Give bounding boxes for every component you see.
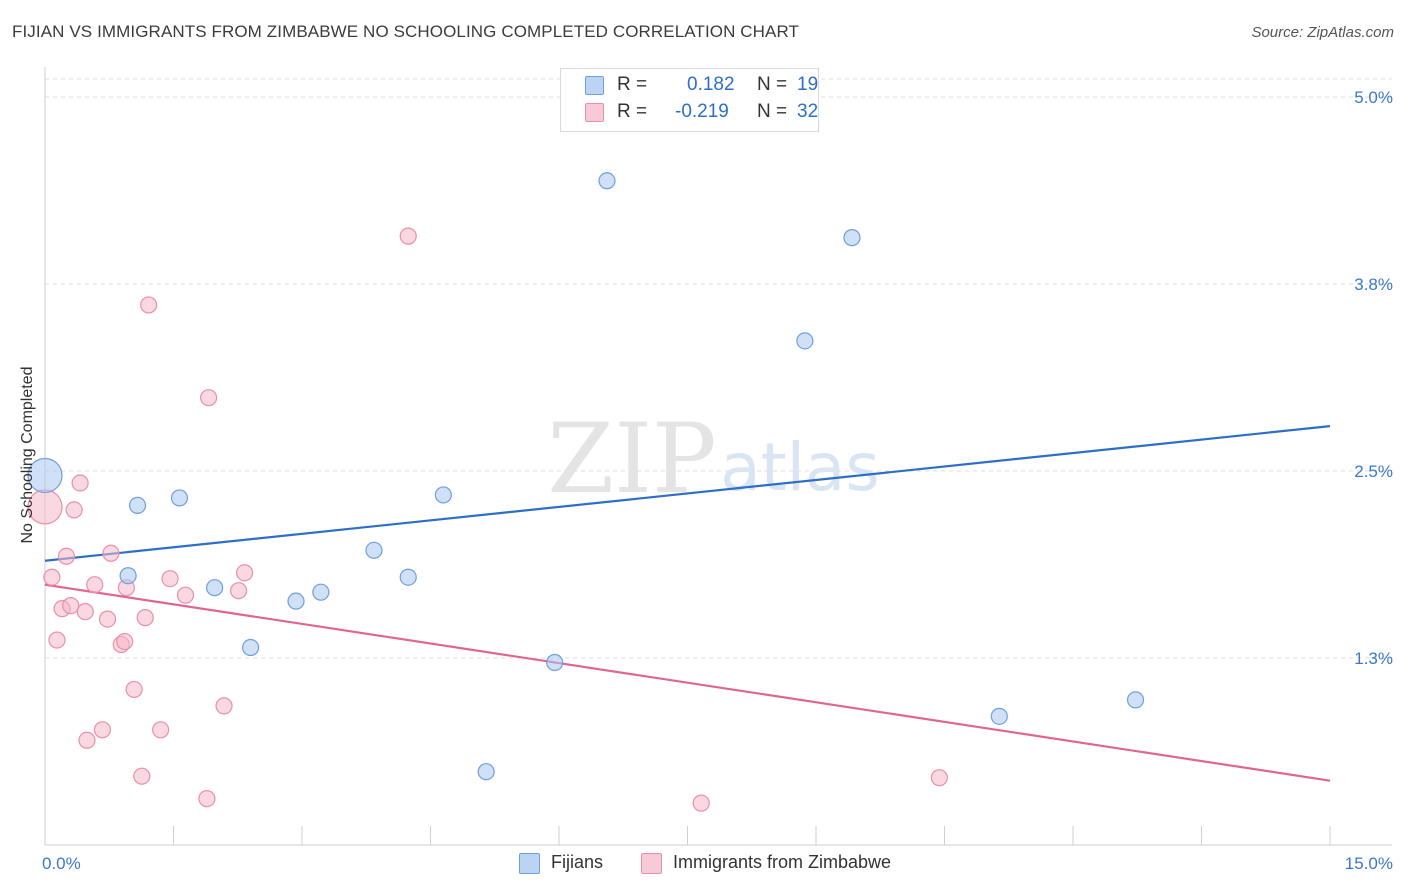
data-point-pink [57, 547, 76, 565]
pink-swatch-icon [641, 853, 662, 874]
data-point-blue [477, 763, 495, 781]
data-point-pink [125, 680, 143, 699]
legend-label: Fijians [551, 852, 604, 872]
data-point-pink [98, 610, 117, 628]
data-point-pink [116, 632, 134, 651]
data-point-pink [692, 794, 710, 812]
data-point-pink [176, 586, 195, 604]
data-point-blue [434, 486, 452, 504]
tick-labels: 1.3% 2.5% 3.8% 5.0% 0.0% 15.0% [42, 88, 1393, 873]
r-value: 0.182 [687, 74, 735, 95]
data-point-pink [399, 227, 417, 245]
data-point-blue [365, 541, 383, 559]
data-point-pink [76, 603, 94, 621]
data-point-blue [598, 172, 616, 190]
axes [44, 67, 1392, 846]
data-point-pink [93, 721, 111, 739]
data-point-pink [140, 296, 158, 314]
data-point-pink [71, 474, 89, 492]
data-point-blue [119, 567, 137, 585]
data-point-pink [78, 731, 96, 749]
y-tick-label: 3.8% [1354, 275, 1393, 294]
data-point-pink [102, 544, 120, 562]
n-label: N = [757, 74, 788, 95]
data-point-pink [48, 631, 66, 649]
data-point-blue [170, 489, 189, 507]
blue-swatch-icon [519, 853, 540, 874]
data-point-blue [287, 592, 305, 610]
data-point-pink [200, 389, 218, 407]
n-label: N = [757, 101, 788, 122]
y-tick-label: 5.0% [1354, 88, 1393, 107]
legend: Fijians Immigrants from Zimbabwe [0, 850, 1406, 880]
r-value: -0.219 [675, 101, 729, 122]
trend-line-blue [44, 425, 1331, 562]
source-label: Source: ZipAtlas.com [1251, 24, 1394, 41]
n-value: 19 [797, 74, 819, 95]
data-point-pink [65, 501, 83, 519]
y-axis-label: No Schooling Completed [19, 366, 36, 544]
n-value: 32 [797, 101, 819, 122]
data-point-pink [136, 609, 154, 627]
data-point-pink [43, 568, 61, 586]
data-point-pink [161, 570, 179, 588]
correlation-stats-box: R = 0.182 N = 19 R = -0.219 N = 32 [560, 68, 819, 132]
legend-label: Immigrants from Zimbabwe [673, 852, 892, 872]
trend-line-pink [44, 583, 1331, 782]
data-point-pink [236, 564, 254, 582]
watermark: ZIP atlas [547, 403, 879, 515]
data-points [27, 172, 1145, 812]
y-tick-label: 1.3% [1354, 649, 1393, 668]
data-point-pink [215, 697, 233, 715]
data-point-pink [230, 582, 248, 600]
watermark-zip: ZIP [547, 403, 716, 515]
data-point-blue [546, 653, 564, 672]
data-point-pink [133, 767, 151, 785]
y-tick-label: 2.5% [1354, 462, 1393, 481]
data-point-blue [128, 496, 147, 515]
data-point-pink [930, 769, 948, 787]
data-point-pink [62, 597, 80, 615]
pink-swatch-icon [585, 103, 604, 122]
data-point-pink [152, 721, 170, 739]
data-point-blue [399, 568, 417, 586]
data-point-blue [843, 229, 861, 247]
r-label: R = [617, 101, 648, 122]
data-point-blue [990, 707, 1008, 725]
data-point-blue [312, 583, 330, 601]
data-point-blue [206, 579, 224, 597]
data-point-blue [242, 638, 260, 657]
data-point-blue [1126, 691, 1145, 709]
watermark-atlas: atlas [720, 429, 880, 506]
data-point-pink [198, 790, 216, 808]
data-point-blue [796, 332, 814, 350]
blue-swatch-icon [585, 76, 604, 95]
r-label: R = [617, 74, 648, 95]
data-point-pink [86, 576, 104, 594]
chart-title: FIJIAN VS IMMIGRANTS FROM ZIMBABWE NO SC… [12, 22, 800, 41]
x-tick-label: 15.0% [1345, 854, 1393, 873]
trend-lines [44, 425, 1331, 782]
x-tick-label: 0.0% [42, 854, 81, 873]
data-point-blue [27, 457, 63, 494]
